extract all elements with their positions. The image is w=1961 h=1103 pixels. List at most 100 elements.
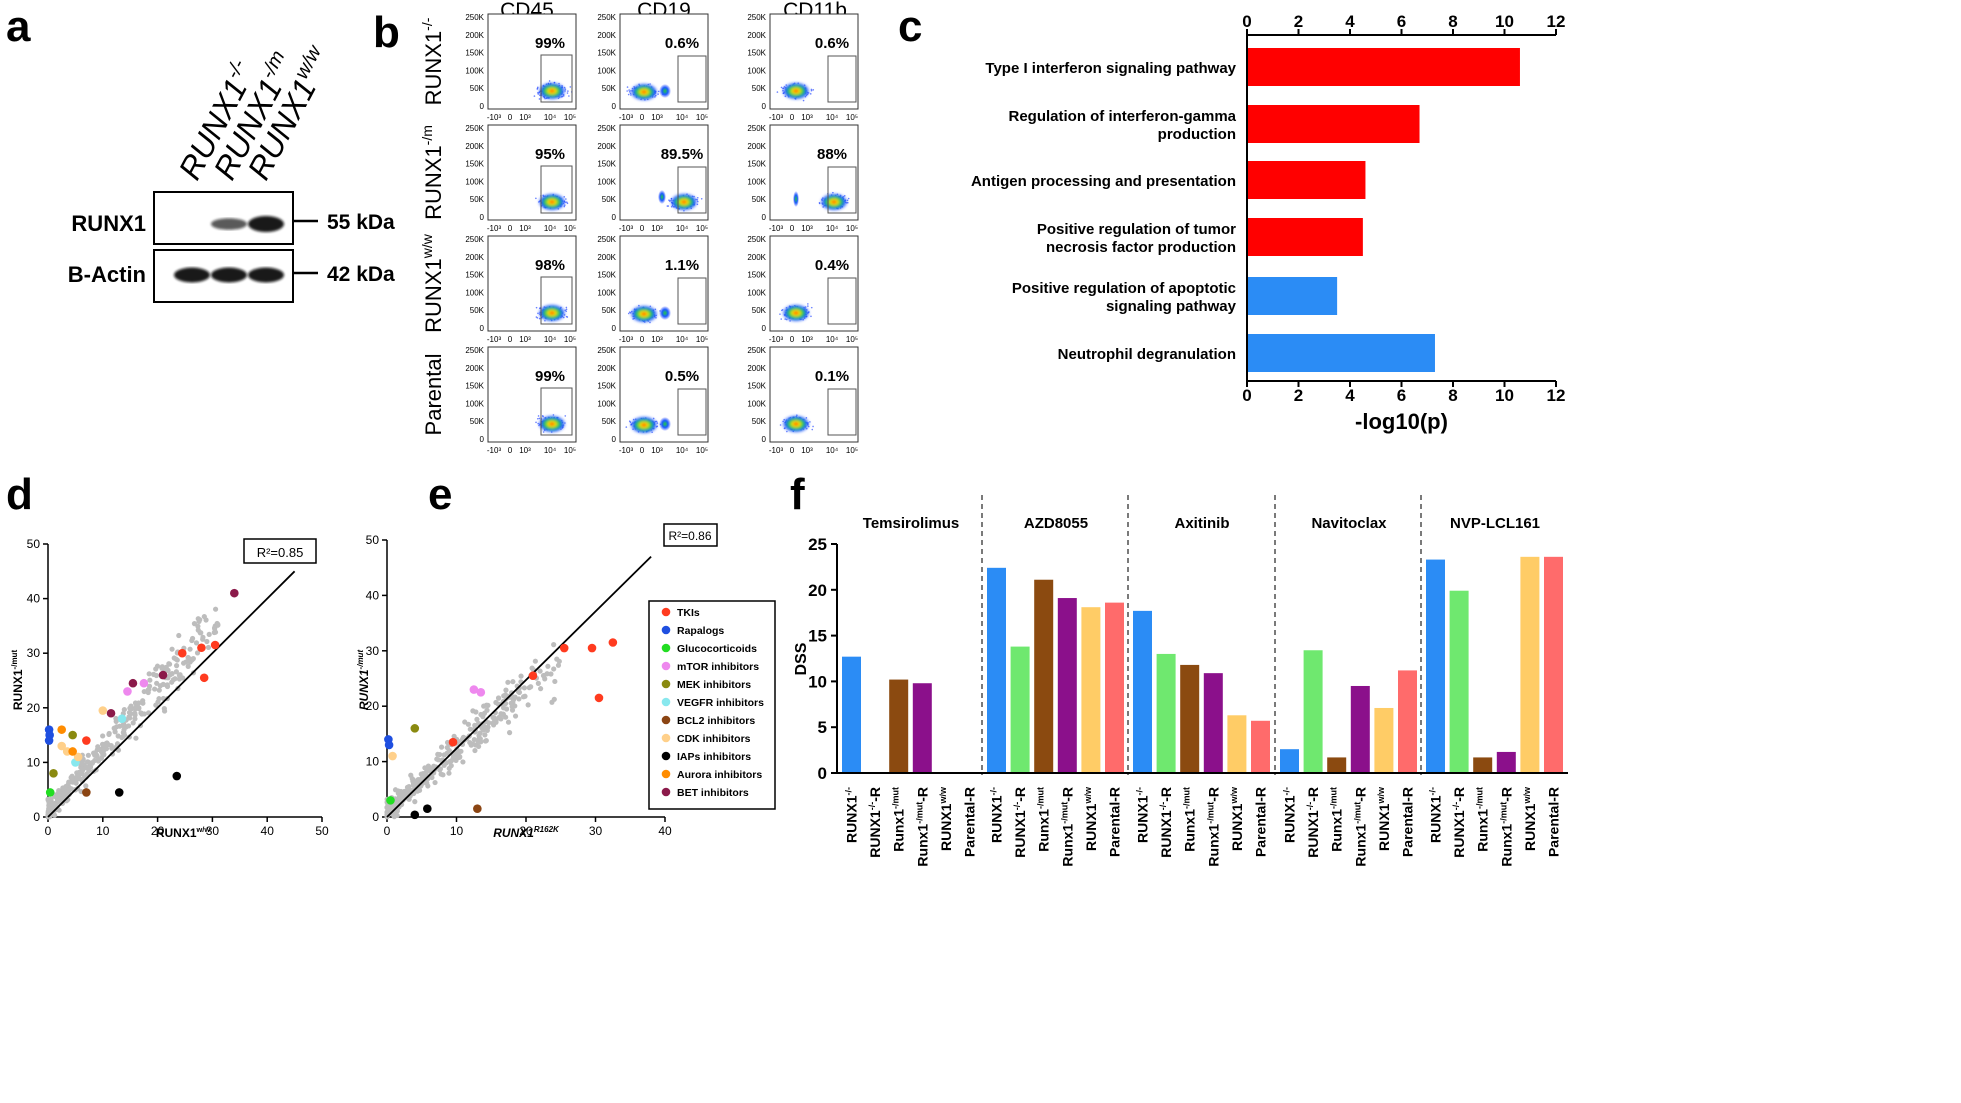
scatter-point-grey: [190, 656, 196, 662]
flow-y-tick: 0: [480, 213, 485, 222]
flow-event: [565, 198, 567, 200]
flow-plot-frame: [769, 235, 859, 332]
flow-x-tick: 10⁵: [846, 113, 858, 122]
flow-event: [565, 315, 568, 318]
flow-gate-percent: 0.4%: [815, 257, 849, 274]
scatter-point: [128, 678, 138, 688]
flow-event: [627, 93, 630, 96]
flow-x-tick: 10³: [801, 224, 813, 233]
scatter-point-grey: [535, 680, 541, 686]
flow-density: [659, 306, 671, 320]
flow-density: [658, 190, 666, 204]
category-label: Runx1-/mut: [1475, 787, 1491, 852]
label-superscript: -/mut: [1352, 802, 1362, 824]
scatter-point-grey: [444, 744, 450, 751]
flow-y-tick: 200K: [465, 142, 484, 151]
flow-y-tick: 50K: [602, 84, 617, 93]
scatter-point-grey: [117, 723, 123, 729]
scatter-point-grey: [450, 755, 456, 761]
scatter-point: [123, 687, 132, 696]
x-tick-label: 40: [658, 824, 672, 838]
flow-event: [568, 95, 570, 97]
scatter-point-grey: [166, 661, 173, 667]
flow-y-tick: 100K: [597, 177, 616, 186]
flow-plot-frame: [769, 346, 859, 443]
scatter-point-grey: [435, 751, 441, 757]
flow-event: [809, 93, 812, 95]
flow-y-tick: 0: [762, 213, 767, 222]
x-axis-label: -log10(p): [1355, 409, 1448, 434]
flow-x-tick: 0: [640, 113, 645, 122]
bar: [1251, 720, 1270, 772]
flow-x-tick: 0: [508, 224, 513, 233]
scatter-point-grey: [83, 764, 90, 771]
x-tick-label: 20: [519, 824, 533, 838]
regression-line: [47, 570, 296, 818]
scatter-point-grey: [187, 646, 193, 652]
scatter-point-grey: [412, 799, 418, 805]
category-label: Type I interferon signaling pathway: [985, 60, 1236, 77]
label-base: RUNX1: [1083, 803, 1099, 851]
bar: [1133, 610, 1152, 772]
scatter-point: [528, 671, 538, 681]
flow-density: [630, 416, 658, 434]
scatter-point-grey: [112, 725, 118, 731]
flow-y-tick: 150K: [597, 382, 616, 391]
flow-density: [782, 82, 810, 100]
scatter-point-grey: [45, 808, 51, 814]
label-superscript: -/m: [419, 125, 435, 145]
x-axis-label: RUNX1w/w: [156, 825, 211, 840]
flow-gate: [827, 55, 857, 103]
scatter-point-grey: [133, 735, 139, 741]
category-label: Runx1-/mut: [891, 787, 907, 852]
bar: [1034, 579, 1054, 772]
flow-event: [548, 80, 551, 82]
scatter-point: [49, 769, 58, 778]
label-base: RUNX1: [1012, 810, 1028, 858]
flow-event: [700, 197, 703, 200]
flow-x-tick: 10³: [801, 446, 813, 455]
flow-event: [780, 309, 783, 312]
scatter-point-grey: [522, 693, 528, 699]
flow-y-tick: 200K: [465, 253, 484, 262]
flow-plot-frame: [769, 124, 859, 221]
flow-gate-percent: 98%: [535, 257, 565, 274]
scatter-point-grey: [505, 719, 512, 725]
label-superscript: -/mut: [914, 802, 924, 824]
bar: [1449, 590, 1469, 772]
scatter-point-grey: [215, 622, 221, 628]
flow-x-tick: 10³: [651, 335, 663, 344]
scatter-point: [57, 725, 66, 734]
flow-y-tick: 200K: [465, 364, 484, 373]
x-axis-label: RUNX1R162K: [493, 825, 560, 840]
flow-event: [538, 417, 541, 420]
bar: [1473, 757, 1493, 772]
r2-box: [243, 538, 317, 564]
flow-event: [565, 306, 568, 309]
scatter-point-grey: [510, 679, 516, 685]
label-superscript: -/mut: [10, 650, 19, 670]
label-base: Runx1: [891, 809, 907, 852]
flow-y-tick: 150K: [597, 271, 616, 280]
flow-event: [786, 430, 788, 433]
drug-title: Axitinib: [1175, 515, 1230, 532]
label-base: Runx1: [1182, 809, 1198, 852]
flow-y-tick: 250K: [465, 346, 484, 355]
scatter-point-grey: [153, 672, 160, 679]
flow-event: [535, 197, 537, 200]
scatter-point: [82, 736, 91, 745]
flow-x-tick: 10⁵: [696, 224, 708, 233]
scatter-point-grey: [474, 716, 480, 722]
flow-density: [538, 82, 566, 100]
label-superscript: R162K: [534, 825, 560, 834]
scatter-point-grey: [201, 613, 207, 620]
scatter-point-grey: [132, 712, 138, 718]
y-tick-label: 5: [818, 718, 827, 737]
flow-x-tick: 10⁴: [544, 446, 557, 455]
flow-y-tick: 250K: [597, 13, 616, 22]
label-base: RUNX1: [421, 31, 446, 106]
